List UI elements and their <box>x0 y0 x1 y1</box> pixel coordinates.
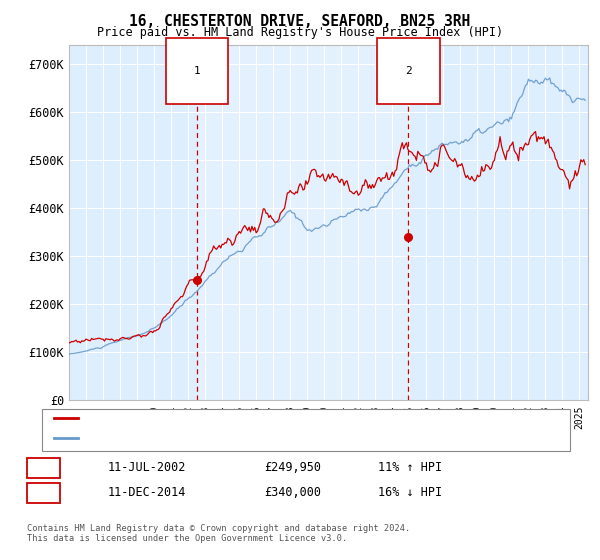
Text: 16, CHESTERTON DRIVE, SEAFORD, BN25 3RH (detached house): 16, CHESTERTON DRIVE, SEAFORD, BN25 3RH … <box>84 413 434 423</box>
Text: Contains HM Land Registry data © Crown copyright and database right 2024.
This d: Contains HM Land Registry data © Crown c… <box>27 524 410 543</box>
Text: 11-JUL-2002: 11-JUL-2002 <box>108 461 187 474</box>
Text: £340,000: £340,000 <box>264 486 321 500</box>
Text: 11% ↑ HPI: 11% ↑ HPI <box>378 461 442 474</box>
Text: 1: 1 <box>40 461 47 474</box>
Text: Price paid vs. HM Land Registry's House Price Index (HPI): Price paid vs. HM Land Registry's House … <box>97 26 503 39</box>
Text: 16, CHESTERTON DRIVE, SEAFORD, BN25 3RH: 16, CHESTERTON DRIVE, SEAFORD, BN25 3RH <box>130 14 470 29</box>
Text: £249,950: £249,950 <box>264 461 321 474</box>
Text: 11-DEC-2014: 11-DEC-2014 <box>108 486 187 500</box>
Text: 2: 2 <box>405 66 412 76</box>
Bar <box>197 45 409 400</box>
Text: HPI: Average price, detached house, Lewes: HPI: Average price, detached house, Lewe… <box>84 433 340 443</box>
Text: 1: 1 <box>194 66 200 76</box>
Text: 2: 2 <box>40 486 47 500</box>
Text: 16% ↓ HPI: 16% ↓ HPI <box>378 486 442 500</box>
